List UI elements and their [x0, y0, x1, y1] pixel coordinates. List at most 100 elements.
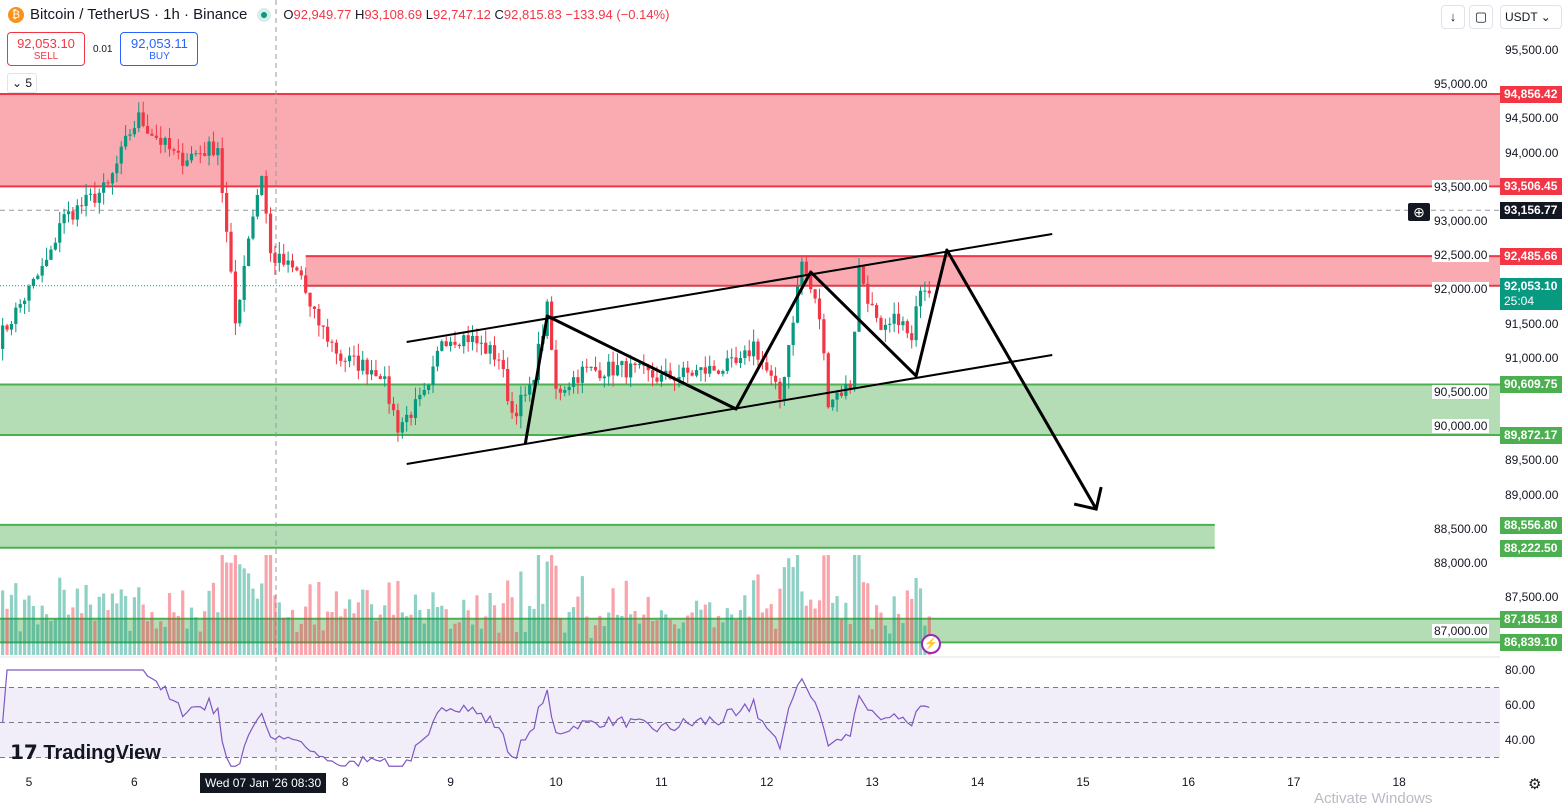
- tradingview-logo[interactable]: 𝟭𝟳 TradingView: [10, 742, 161, 764]
- candle-body: [317, 308, 321, 326]
- zone-red: [305, 256, 1500, 286]
- volume-bar: [655, 620, 659, 655]
- volume-bar: [466, 610, 470, 655]
- volume-bar: [791, 567, 795, 655]
- sell-button[interactable]: 92,053.10 SELL: [7, 32, 85, 66]
- volume-bar: [611, 588, 615, 655]
- rsi-tick: 40.00: [1505, 733, 1536, 747]
- candle-body: [356, 355, 360, 371]
- candle-body: [440, 341, 444, 351]
- candle-body: [400, 422, 404, 433]
- volume-bar: [532, 608, 536, 655]
- volume-bar: [571, 607, 576, 655]
- candle-body: [58, 223, 62, 243]
- volume-bar: [347, 599, 352, 655]
- candle-body: [185, 160, 189, 166]
- candle-body: [896, 313, 901, 326]
- volume-bar: [295, 631, 299, 655]
- volume-bar: [918, 588, 923, 655]
- candle-body: [449, 341, 453, 346]
- buy-button[interactable]: 92,053.11 BUY: [120, 32, 199, 66]
- candle-body: [163, 137, 167, 145]
- settings-gear-icon[interactable]: ⚙: [1528, 776, 1542, 793]
- volume-bar: [268, 555, 273, 655]
- volume-bar: [492, 605, 497, 655]
- candle-body: [238, 299, 242, 324]
- lightning-icon[interactable]: ⚡: [921, 634, 941, 654]
- volume-bar: [769, 604, 773, 655]
- candle-body: [497, 359, 501, 361]
- indicators-toggle[interactable]: ⌄ 5: [7, 73, 37, 93]
- candle-body: [888, 323, 892, 325]
- volume-bar: [418, 610, 422, 655]
- candle-body: [651, 370, 655, 378]
- volume-bar: [312, 624, 317, 655]
- price-label-green: 90,609.75: [1500, 376, 1562, 394]
- candle-body: [607, 361, 611, 377]
- fullscreen-icon[interactable]: ▢: [1469, 5, 1493, 29]
- candle-body: [492, 345, 497, 360]
- volume-bar: [194, 617, 198, 655]
- candle-body: [602, 376, 606, 379]
- volume-bar: [888, 633, 892, 655]
- candle-body: [444, 341, 448, 346]
- channel-upper-line: [406, 233, 1053, 343]
- volume-bar: [633, 610, 637, 655]
- volume-bar: [901, 623, 905, 655]
- price-axis-bg: [1500, 0, 1565, 807]
- volume-bar: [44, 614, 49, 655]
- candle-body: [510, 401, 514, 413]
- candle-body: [413, 399, 418, 418]
- volume-bar: [593, 625, 598, 655]
- candle-body: [466, 335, 470, 343]
- candle-body: [396, 410, 400, 433]
- candle-body: [475, 335, 479, 344]
- volume-bar: [804, 605, 808, 655]
- volume-bar: [286, 617, 290, 655]
- candle-body: [132, 128, 136, 135]
- volume-bar: [260, 583, 264, 655]
- volume-bar: [163, 626, 167, 655]
- add-alert-plus-icon[interactable]: ⊕: [1408, 203, 1430, 221]
- volume-bar: [88, 604, 93, 655]
- volume-bar: [668, 619, 672, 655]
- currency-select[interactable]: USDT ⌄: [1500, 5, 1562, 29]
- bitcoin-logo-icon: ₿: [8, 6, 24, 23]
- candle-body: [747, 350, 751, 357]
- price-tick: 88,500.00: [1432, 521, 1490, 536]
- candle-body: [115, 163, 119, 174]
- volume-bar: [308, 584, 312, 655]
- candle-body: [708, 365, 712, 374]
- time-tick: 14: [970, 775, 985, 789]
- candle-body: [260, 176, 264, 195]
- volume-bar: [567, 611, 571, 655]
- volume-bar: [879, 612, 883, 655]
- price-tick: 95,000.00: [1432, 77, 1490, 92]
- volume-bar: [75, 588, 79, 655]
- volume-bar: [383, 605, 387, 655]
- volume-bar: [787, 558, 791, 655]
- volume-bar: [391, 614, 396, 655]
- volume-bar: [734, 619, 738, 655]
- time-tick: 16: [1181, 775, 1196, 789]
- candle-body: [914, 306, 918, 341]
- volume-bar: [708, 602, 712, 655]
- price-tick: 89,000.00: [1505, 487, 1559, 502]
- candle-body: [734, 357, 738, 364]
- arrow-down-icon[interactable]: ↓: [1441, 5, 1465, 29]
- volume-bar: [242, 568, 246, 655]
- price-label-red: 92,485.66: [1500, 248, 1562, 266]
- candle-body: [589, 366, 593, 368]
- candle-body: [378, 376, 382, 379]
- candle-body: [624, 361, 628, 378]
- volume-bar: [9, 594, 14, 655]
- volume-bar: [444, 609, 448, 655]
- windows-watermark: Activate Windows: [1314, 790, 1433, 807]
- rsi-tick: 80.00: [1505, 663, 1536, 677]
- volume-bar: [150, 612, 154, 655]
- volume-bar: [835, 596, 839, 655]
- volume-bar: [809, 599, 813, 655]
- symbol-title[interactable]: Bitcoin / TetherUS · 1h · Binance: [30, 6, 248, 23]
- time-tick: 9: [447, 775, 454, 789]
